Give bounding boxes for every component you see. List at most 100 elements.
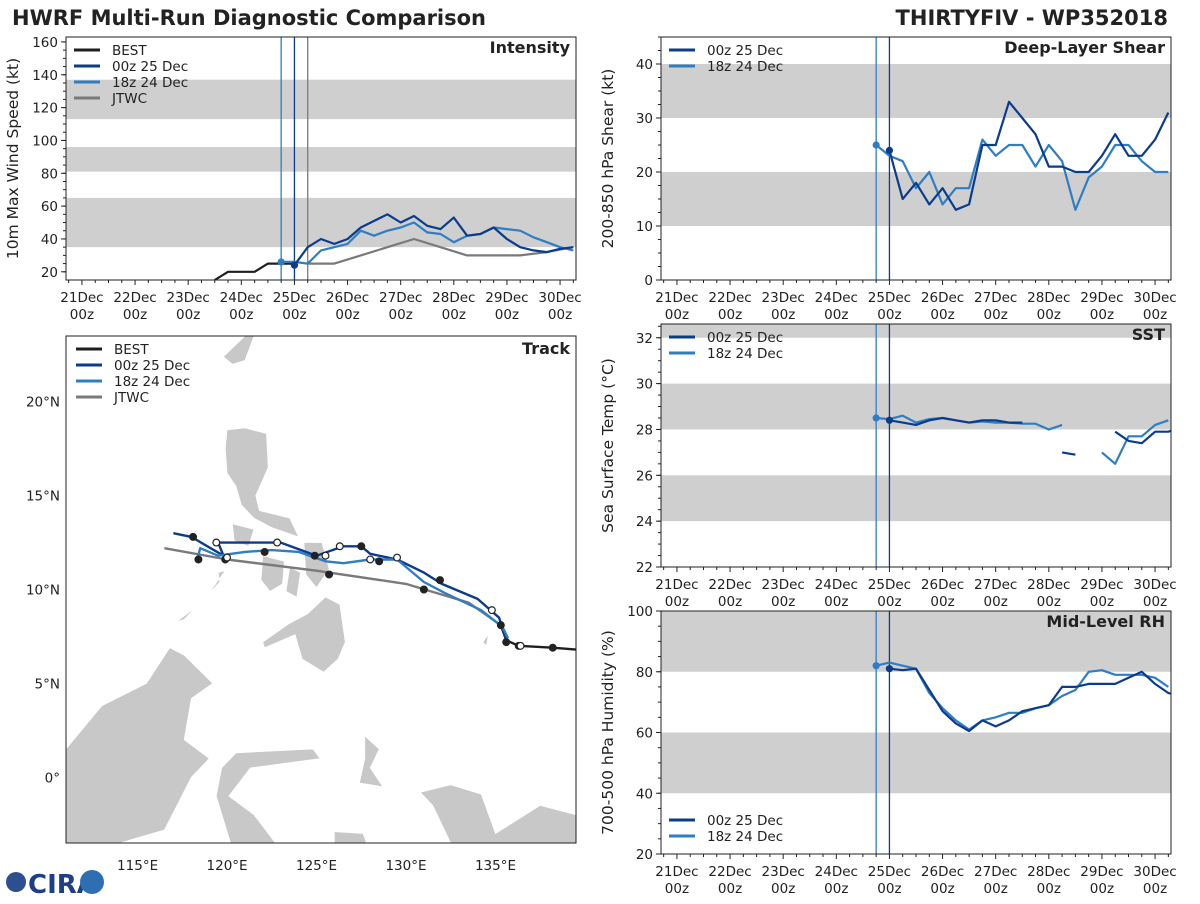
- y-axis-label: Sea Surface Temp (°C): [599, 358, 617, 533]
- x-tick-label-day: 23Dec: [167, 290, 210, 306]
- x-tick-label-day: 25Dec: [868, 864, 911, 880]
- panel-title: Intensity: [490, 38, 571, 57]
- x-tick-label-day: 30Dec: [538, 290, 581, 306]
- series-00z-25-dec: [889, 667, 1171, 733]
- y-tick-label: 20: [636, 847, 653, 863]
- x-tick-label-day: 28Dec: [1027, 577, 1070, 593]
- x-tick-label-day: 21Dec: [60, 290, 103, 306]
- x-tick-label-day: 30Dec: [1133, 864, 1176, 880]
- x-tick-label-day: 29Dec: [1080, 577, 1123, 593]
- land-buru: [334, 831, 367, 843]
- x-tick-label-hour: 00z: [1037, 594, 1061, 610]
- land-palau: [482, 634, 489, 647]
- x-tick-label-day: 23Dec: [762, 577, 805, 593]
- panels: 2040608010012014016021Dec00z22Dec00z23De…: [4, 35, 1177, 897]
- land-cebu: [285, 566, 301, 598]
- series-00z-25-dec-segment-: [1061, 451, 1076, 456]
- x-tick-label-day: 29Dec: [1080, 290, 1123, 306]
- x-tick-label-hour: 00z: [984, 881, 1008, 897]
- start-marker-00z-25-dec: [885, 665, 894, 673]
- x-tick-label-hour: 00z: [1143, 881, 1167, 897]
- logo-badge-icon: [80, 870, 104, 894]
- panel-title: Mid-Level RH: [1046, 612, 1165, 631]
- land-taiwan: [223, 336, 255, 365]
- figure-title: HWRF Multi-Run Diagnostic Comparison: [12, 6, 486, 30]
- x-tick-label-day: 27Dec: [974, 577, 1017, 593]
- legend-label-00z-25-dec: 00z 25 Dec: [114, 358, 190, 374]
- x-tick-label-hour: 00z: [1090, 881, 1114, 897]
- y-tick-label: 15°N: [26, 489, 60, 505]
- panel-title: SST: [1132, 325, 1165, 344]
- legend-label-00z-25-dec: 00z 25 Dec: [707, 330, 783, 346]
- x-tick-label-day: 24Dec: [815, 290, 858, 306]
- series-00z-25-dec: [889, 416, 1023, 426]
- x-tick-label-day: 28Dec: [1027, 290, 1070, 306]
- x-tick-label-hour: 00z: [282, 307, 306, 323]
- y-tick-label: 100: [627, 604, 653, 620]
- start-marker-00z-25-dec: [290, 261, 299, 269]
- land-sulawesi: [215, 748, 321, 843]
- legend-label-jtwc: JTWC: [111, 91, 147, 107]
- x-tick-label-day: 28Dec: [1027, 864, 1070, 880]
- threshold-band: [661, 172, 1171, 226]
- y-tick-label: 32: [636, 331, 653, 347]
- y-tick-label: 40: [41, 232, 58, 248]
- start-marker-18z-24-dec: [872, 662, 880, 670]
- legend-label-00z-25-dec: 00z 25 Dec: [707, 43, 783, 59]
- x-tick-label-day: 29Dec: [485, 290, 528, 306]
- x-tick-label: 135°E: [475, 858, 516, 874]
- track-point-18z-24-dec: [335, 542, 344, 551]
- x-tick-label-hour: 00z: [930, 881, 954, 897]
- y-tick-label: 28: [636, 422, 653, 438]
- y-tick-label: 0: [644, 273, 653, 289]
- x-tick-label-day: 24Dec: [815, 864, 858, 880]
- land-samar-leyte: [303, 542, 330, 589]
- x-tick-label-hour: 00z: [984, 594, 1008, 610]
- land-new-guinea: [419, 784, 576, 843]
- x-tick-label-hour: 00z: [1143, 594, 1167, 610]
- x-tick-label: 120°E: [207, 858, 248, 874]
- x-tick-label-day: 22Dec: [708, 290, 751, 306]
- x-tick-label-hour: 00z: [718, 881, 742, 897]
- panel-shear: 01020304021Dec00z22Dec00z23Dec00z24Dec00…: [599, 36, 1177, 323]
- x-tick-label-day: 22Dec: [708, 864, 751, 880]
- threshold-band: [661, 64, 1171, 118]
- series-best: [214, 262, 295, 280]
- x-tick-label-hour: 00z: [771, 881, 795, 897]
- track-best: [499, 624, 576, 651]
- x-tick-label-hour: 00z: [718, 594, 742, 610]
- y-tick-label: 22: [636, 560, 653, 576]
- y-axis-label: 200-850 hPa Shear (kt): [599, 69, 617, 249]
- x-tick-label-day: 30Dec: [1133, 290, 1176, 306]
- y-tick-label: 160: [32, 35, 58, 51]
- y-tick-label: 20: [636, 165, 653, 181]
- y-tick-label: 30: [636, 111, 653, 127]
- y-tick-label: 20°N: [26, 395, 60, 411]
- legend-label-00z-25-dec: 00z 25 Dec: [112, 59, 188, 75]
- x-tick-label-day: 26Dec: [921, 290, 964, 306]
- x-tick-label-hour: 00z: [824, 307, 848, 323]
- track-point-00z-25-dec: [260, 547, 269, 556]
- x-tick-label-hour: 00z: [718, 307, 742, 323]
- x-tick-label-hour: 00z: [70, 307, 94, 323]
- series-18z-24-dec: [875, 661, 1169, 731]
- legend-label-18z-24-dec: 18z 24 Dec: [707, 829, 783, 845]
- track-point-00z-25-dec: [194, 555, 203, 564]
- y-tick-label: 5°N: [35, 676, 60, 692]
- x-tick-label-hour: 00z: [877, 307, 901, 323]
- x-tick-label-hour: 00z: [877, 881, 901, 897]
- logo-globe-icon: [6, 872, 26, 892]
- panel-rh: 2040608010021Dec00z22Dec00z23Dec00z24Dec…: [599, 604, 1177, 897]
- x-tick-label: 130°E: [385, 858, 426, 874]
- y-tick-label: 80: [636, 665, 653, 681]
- x-tick-label-day: 24Dec: [220, 290, 263, 306]
- y-tick-label: 30: [636, 377, 653, 393]
- x-tick-label-day: 25Dec: [868, 577, 911, 593]
- track-point-18z-24-dec: [487, 606, 496, 615]
- track-point-00z-25-dec: [502, 638, 511, 647]
- x-tick-label-hour: 00z: [824, 881, 848, 897]
- x-tick-label-hour: 00z: [930, 307, 954, 323]
- x-tick-label-day: 21Dec: [655, 864, 698, 880]
- series-jtwc: [307, 237, 574, 265]
- track-point-18z-24-dec: [212, 538, 221, 547]
